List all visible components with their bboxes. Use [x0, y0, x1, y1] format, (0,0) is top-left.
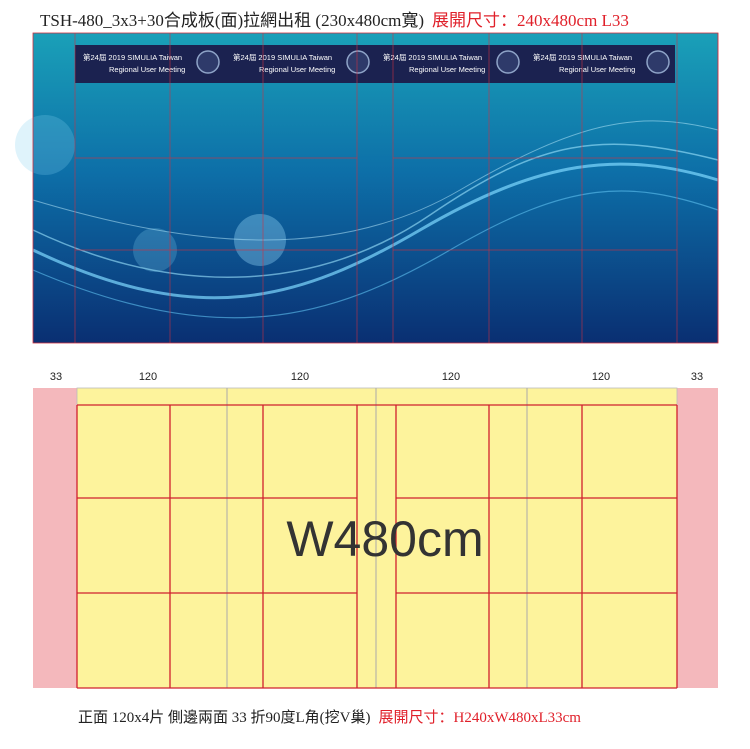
front-panel: [76, 387, 678, 689]
logo: [196, 50, 220, 74]
dimension-label: 33: [691, 371, 703, 383]
caption-text: 正面 120x4片 側邊兩面 33 折90度L角(挖V巢): [78, 709, 371, 726]
dimension-label: 120: [139, 371, 157, 383]
title-text: TSH-480_3x3+30合成板(面)拉網出租 (230x480cm寬): [40, 11, 424, 30]
logo: [346, 50, 370, 74]
header-line: Regional User Meeting: [259, 65, 335, 74]
dimension-label: 33: [50, 371, 62, 383]
glow: [234, 214, 286, 266]
banner-border: [32, 32, 719, 344]
header-line: 第24屆 2019 SIMULIA Taiwan: [533, 52, 632, 62]
header-line: Regional User Meeting: [109, 65, 185, 74]
title-spec: 展開尺寸：240x480cm L33: [432, 11, 629, 30]
logo: [496, 50, 520, 74]
dimension-label: 120: [291, 371, 309, 383]
header-line: 第24屆 2019 SIMULIA Taiwan: [83, 52, 182, 62]
logo: [646, 50, 670, 74]
wave: [32, 120, 719, 241]
side-panel: [33, 388, 77, 688]
dimension-row: 33 120 120 120 120 33: [50, 371, 703, 383]
caption-spec: 展開尺寸：H240xW480xL33cm: [379, 709, 582, 726]
panel-layout: [33, 387, 718, 689]
wave: [32, 143, 719, 278]
wave: [32, 190, 719, 319]
wave: [32, 162, 719, 300]
header-line: Regional User Meeting: [559, 65, 635, 74]
header-line: 第24屆 2019 SIMULIA Taiwan: [383, 52, 482, 62]
caption: 正面 120x4片 側邊兩面 33 折90度L角(挖V巢) 展開尺寸：H240xW…: [78, 709, 581, 726]
banner: 第24屆 2019 SIMULIA Taiwan Regional User Me…: [15, 32, 719, 344]
header-line: Regional User Meeting: [409, 65, 485, 74]
side-panel: [677, 388, 718, 688]
dimension-label: 120: [442, 371, 460, 383]
width-label: W480cm: [286, 511, 483, 567]
header-line: 第24屆 2019 SIMULIA Taiwan: [233, 52, 332, 62]
dimension-label: 120: [592, 371, 610, 383]
glow: [15, 115, 75, 175]
title: TSH-480_3x3+30合成板(面)拉網出租 (230x480cm寬) 展開尺…: [40, 11, 629, 30]
